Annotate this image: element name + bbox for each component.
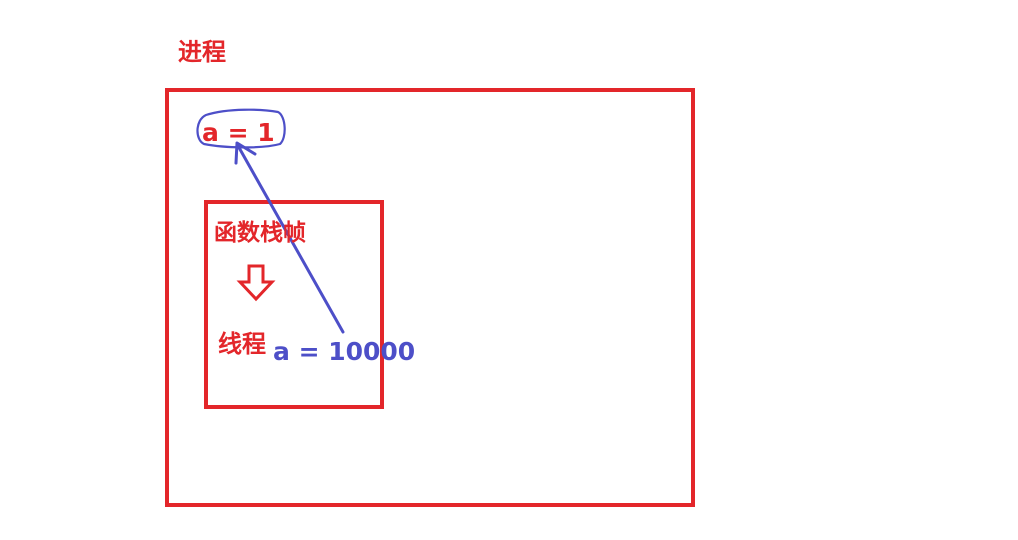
down-arrow-icon bbox=[236, 264, 276, 302]
reference-arrow bbox=[235, 142, 345, 334]
stack-frame-label: 函数栈帧 bbox=[214, 220, 306, 246]
process-label: 进程 bbox=[178, 38, 226, 66]
variable-global: a = 1 bbox=[202, 118, 275, 147]
variable-thread: a = 10000 bbox=[273, 337, 416, 366]
stack-frame-box bbox=[204, 200, 384, 409]
thread-label: 线程 bbox=[218, 330, 266, 358]
reference-arrowhead-icon bbox=[234, 141, 257, 165]
highlight-circle bbox=[196, 108, 286, 149]
process-box bbox=[165, 88, 695, 507]
